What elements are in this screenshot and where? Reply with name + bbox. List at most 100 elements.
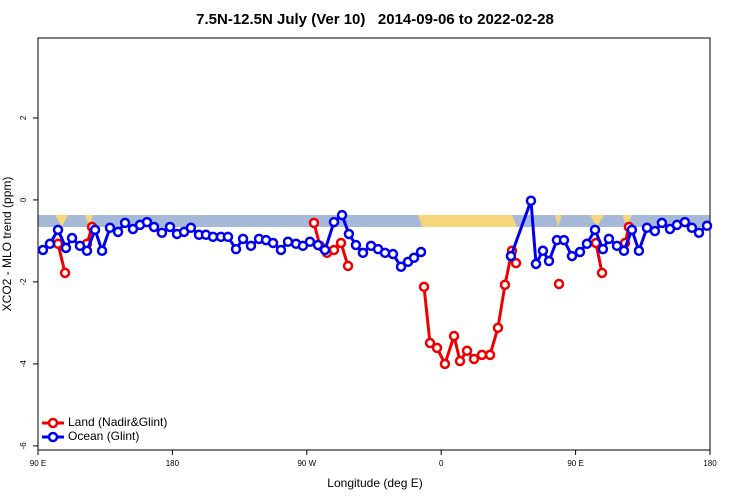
- data-point: [618, 245, 630, 257]
- data-point: [336, 209, 348, 221]
- x-axis-label: Longitude (deg E): [327, 476, 422, 490]
- data-point: [237, 233, 249, 245]
- x-tick-label: 90 W: [297, 459, 316, 468]
- data-point: [37, 244, 49, 256]
- data-point: [245, 240, 257, 252]
- data-point: [597, 243, 609, 255]
- land-mask-band: [38, 215, 710, 227]
- data-point: [304, 236, 316, 247]
- data-point: [679, 216, 691, 228]
- data-point: [66, 232, 78, 244]
- data-point: [328, 216, 340, 228]
- data-point: [530, 258, 542, 270]
- y-tick-label: 2: [19, 115, 28, 120]
- land-band: [555, 215, 562, 227]
- data-point: [603, 233, 615, 245]
- data-point: [626, 224, 638, 236]
- data-point: [59, 267, 71, 279]
- data-point: [581, 238, 593, 250]
- data-point: [461, 345, 473, 357]
- x-tick-label: 180: [166, 459, 180, 468]
- legend-marker: [47, 431, 59, 443]
- data-point: [408, 252, 420, 263]
- data-point: [510, 257, 522, 269]
- data-point: [60, 242, 72, 254]
- data-point: [499, 279, 511, 291]
- data-point: [96, 245, 108, 257]
- data-point: [52, 224, 64, 236]
- data-point: [308, 217, 320, 229]
- data-point: [574, 246, 586, 258]
- land-band: [55, 215, 68, 227]
- x-tick-label: 90 E: [30, 459, 46, 468]
- legend-marker: [47, 417, 59, 429]
- y-tick-label: -6: [19, 442, 28, 450]
- x-tick-label: 90 E: [567, 459, 583, 468]
- data-point: [119, 217, 131, 229]
- data-point: [148, 221, 160, 233]
- data-point: [476, 349, 488, 361]
- chart-title: 7.5N-12.5N July (Ver 10) 2014-09-06 to 2…: [196, 11, 554, 28]
- land-band: [590, 215, 604, 227]
- data-point: [44, 238, 56, 250]
- data-point: [454, 355, 466, 367]
- data-point: [74, 240, 86, 252]
- data-point: [395, 261, 407, 273]
- plot-frame: [37, 37, 711, 451]
- data-point: [275, 244, 287, 256]
- data-point: [424, 337, 436, 349]
- data-point: [633, 245, 645, 257]
- data-point: [112, 226, 124, 238]
- data-point: [89, 224, 101, 236]
- data-point: [312, 239, 324, 251]
- y-tick-label: -4: [19, 360, 28, 368]
- y-tick-label: -2: [19, 278, 28, 286]
- data-point: [350, 239, 362, 251]
- data-point: [343, 228, 355, 240]
- data-point: [222, 231, 234, 243]
- x-tick-label: 180: [703, 459, 717, 468]
- land-band: [85, 215, 93, 227]
- legend: Land (Nadir&Glint)Ocean (Glint): [42, 415, 167, 443]
- data-point: [357, 247, 369, 259]
- data-point: [686, 222, 698, 234]
- series-line: [41, 200, 708, 270]
- data-point: [379, 247, 391, 259]
- data-point: [387, 248, 399, 260]
- data-point: [164, 221, 176, 233]
- y-tick-label: 0: [19, 197, 28, 202]
- data-point: [566, 250, 578, 262]
- data-point: [543, 255, 555, 267]
- data-point: [505, 250, 517, 262]
- data-point: [439, 358, 451, 370]
- data-point: [282, 236, 294, 247]
- data-point: [701, 220, 713, 232]
- data-point: [553, 278, 565, 290]
- data-point: [267, 237, 279, 249]
- data-point: [156, 227, 168, 238]
- land-band: [418, 215, 517, 227]
- data-point: [468, 353, 480, 365]
- data-point: [335, 237, 347, 249]
- data-point: [558, 234, 570, 246]
- data-point: [649, 225, 661, 237]
- data-point: [431, 342, 443, 354]
- data-point: [81, 245, 93, 257]
- data-point: [230, 243, 242, 255]
- data-point: [141, 216, 153, 228]
- data-point: [415, 246, 427, 258]
- y-axis-label: XCO2 - MLO trend (ppm): [0, 177, 14, 312]
- data-point: [611, 240, 623, 252]
- data-point: [693, 227, 705, 238]
- data-point: [537, 245, 549, 257]
- data-point: [525, 195, 537, 207]
- data-point: [484, 349, 496, 361]
- data-point: [589, 224, 601, 236]
- data-point: [52, 238, 64, 250]
- data-point: [418, 281, 430, 293]
- data-point: [185, 222, 197, 234]
- legend-label: Ocean (Glint): [68, 429, 139, 443]
- x-tick-label: 0: [439, 459, 444, 468]
- land-band: [622, 215, 632, 227]
